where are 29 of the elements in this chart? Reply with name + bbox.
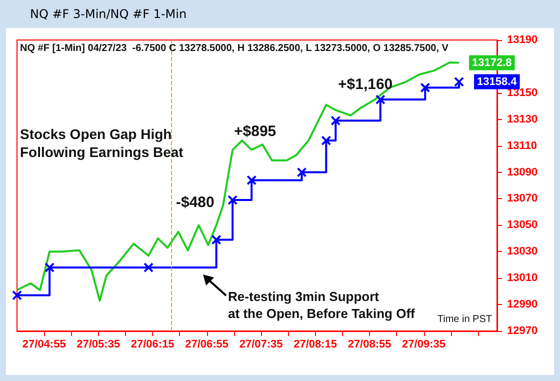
x-tick-label: 27/05:35: [76, 338, 120, 350]
data-label: 13158.4: [477, 76, 518, 88]
x-tick-label: 27/07:35: [239, 338, 283, 350]
y-tick-label: 13050: [507, 219, 538, 232]
annotation: Re-testing 3min Support at the Open, Before Taking Off: [228, 289, 415, 322]
annotation: Time in PST: [437, 314, 492, 326]
y-tick-label: 13150: [507, 86, 538, 99]
y-tick-label: 13090: [507, 166, 538, 178]
y-tick-label: 12970: [507, 325, 538, 337]
x-tick-label: 27/04:55: [22, 338, 66, 350]
y-tick-label: 13030: [507, 246, 538, 258]
x-tick-label: 27/06:55: [185, 338, 229, 350]
y-tick-label: 13130: [507, 113, 538, 126]
y-tick-label: 13070: [507, 192, 538, 205]
annotation: -$480: [176, 194, 214, 213]
y-tick-label: 13190: [507, 34, 538, 46]
y-tick-label: 13010: [507, 272, 538, 284]
y-tick-label: 12990: [507, 298, 538, 311]
x-tick-label: 27/08:55: [348, 338, 392, 350]
data-label: 13172.8: [472, 56, 512, 69]
x-tick-label: 27/06:15: [130, 338, 174, 350]
chart-subtitle: NQ #F [1-Min] 04/27/23 -6.7500 C 13278.5000, H 13286.2500, L 13273.5000, O 13285.7500, V: [20, 43, 448, 56]
x-tick-label: 27/08:15: [294, 338, 338, 350]
annotation: +$895: [234, 123, 276, 142]
annotation: Stocks Open Gap High Following Earnings Beat: [20, 126, 184, 161]
chart-title: NQ #F 3-Min/NQ #F 1-Min: [29, 6, 188, 23]
annotation: +$1,160: [338, 76, 393, 95]
x-tick-label: 27/09:35: [402, 338, 446, 350]
y-tick-label: 13110: [507, 140, 537, 152]
